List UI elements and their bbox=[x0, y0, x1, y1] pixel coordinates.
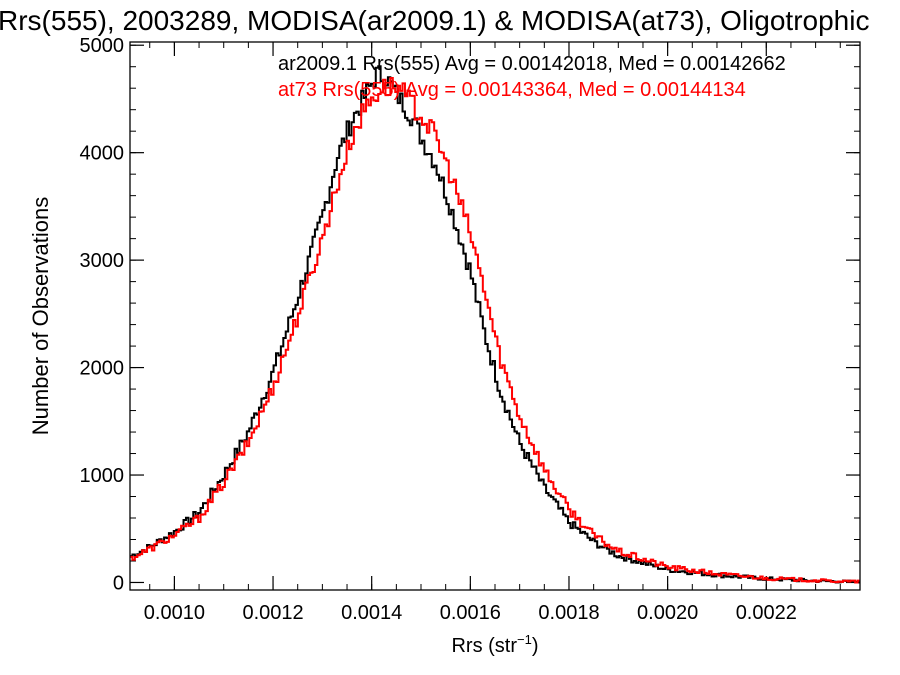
histogram-series-0 bbox=[130, 65, 860, 584]
y-tick-label-3: 3000 bbox=[80, 250, 125, 272]
y-tick-label-1: 1000 bbox=[80, 465, 125, 487]
x-tick-label-4: 0.0018 bbox=[538, 602, 599, 624]
plot-frame bbox=[129, 41, 861, 591]
annotation-at73: at73 Rrs(555) Avg = 0.00143364, Med = 0.… bbox=[278, 79, 746, 101]
x-axis-label-sup: −1 bbox=[517, 632, 532, 647]
tick-labels: 0.0010 0.0012 0.0014 0.0016 0.0018 0.0020 0.00… bbox=[80, 35, 797, 624]
x-axis-label: Rrs (str−1) bbox=[451, 632, 538, 657]
x-axis-label-main: Rrs (str bbox=[451, 635, 517, 657]
y-tick-label-4: 4000 bbox=[80, 143, 125, 165]
y-tick-label-0: 0 bbox=[113, 572, 124, 594]
x-tick-label-1: 0.0012 bbox=[242, 602, 303, 624]
major-ticks bbox=[130, 42, 860, 590]
x-tick-label-2: 0.0014 bbox=[341, 602, 402, 624]
x-tick-label-3: 0.0016 bbox=[440, 602, 501, 624]
y-tick-label-2: 2000 bbox=[80, 358, 125, 380]
histogram-series-1 bbox=[130, 77, 860, 584]
minor-ticks bbox=[130, 42, 860, 590]
x-tick-label-6: 0.0022 bbox=[736, 602, 797, 624]
x-axis-label-close: ) bbox=[532, 635, 539, 657]
y-axis-label: Number of Observations bbox=[28, 197, 53, 435]
y-tick-label-5: 5000 bbox=[80, 35, 125, 57]
series-layer bbox=[130, 65, 860, 584]
x-tick-label-0: 0.0010 bbox=[144, 602, 205, 624]
annotation-ar2009: ar2009.1 Rrs(555) Avg = 0.00142018, Med … bbox=[278, 53, 786, 75]
chart-title: Rrs(555), 2003289, MODISA(ar2009.1) & MO… bbox=[0, 5, 869, 36]
x-tick-label-5: 0.0020 bbox=[637, 602, 698, 624]
